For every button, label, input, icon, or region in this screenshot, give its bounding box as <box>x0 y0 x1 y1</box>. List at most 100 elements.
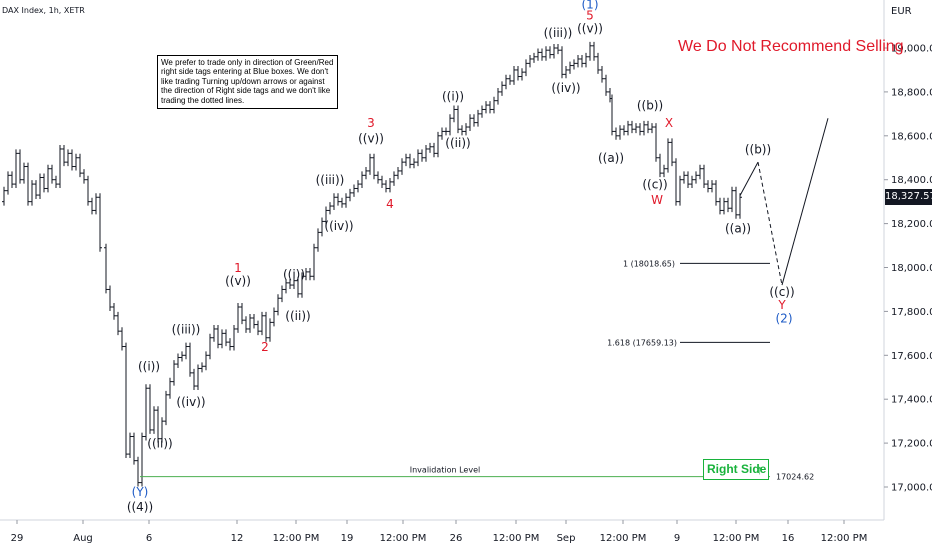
candle <box>46 164 50 193</box>
candle <box>536 48 540 61</box>
x-axis: 29 Aug 6 12 12:00 PM 19 12:00 PM 26 12:00 PM Sep 1… <box>11 520 868 544</box>
candle <box>304 267 308 281</box>
candle <box>90 197 94 215</box>
fib-1618-label: 1.618 (17659.13) <box>607 338 677 347</box>
wave-label: ((a)) <box>725 221 751 235</box>
x-tick-label: Sep <box>557 533 576 544</box>
candle <box>428 142 432 153</box>
candle <box>216 325 220 349</box>
candle <box>296 276 300 298</box>
candle <box>120 327 124 351</box>
candle <box>14 149 18 189</box>
candle <box>500 81 504 96</box>
candle <box>572 59 576 70</box>
candle <box>376 171 380 184</box>
candle <box>604 74 608 96</box>
candle <box>694 171 698 184</box>
candle <box>2 186 6 206</box>
right-side-tag: Right Side ↑ <box>703 459 769 480</box>
candle <box>420 149 424 162</box>
candle <box>212 325 216 342</box>
candle <box>50 164 54 184</box>
projection-c-leg-dotted <box>757 162 783 286</box>
candle <box>288 278 292 290</box>
wave-label: W <box>651 193 663 207</box>
wave-label: ((iv)) <box>176 395 205 409</box>
candle <box>108 285 112 311</box>
candle <box>112 303 116 320</box>
candle <box>284 278 288 294</box>
candle <box>272 307 276 327</box>
wave-label: ((ii)) <box>147 436 172 450</box>
wave-label: ((i)) <box>138 360 160 374</box>
candle <box>618 125 622 140</box>
candle <box>10 171 14 189</box>
candle <box>82 169 86 184</box>
candle <box>74 153 78 171</box>
candle <box>580 55 584 68</box>
candle <box>698 164 702 180</box>
y-tick-label: 17,800.00 <box>891 307 932 318</box>
y-tick-label: 17,000.00 <box>891 483 932 494</box>
candle <box>552 44 556 59</box>
candle <box>200 362 204 373</box>
candle <box>484 101 488 114</box>
candle <box>308 267 312 281</box>
candle <box>476 109 480 127</box>
candle <box>184 342 188 360</box>
candle <box>568 61 572 74</box>
candle <box>356 180 360 193</box>
x-tick-label: 12 <box>231 533 244 544</box>
x-tick-label: 12:00 PM <box>380 533 427 544</box>
candle <box>588 41 592 61</box>
candle <box>248 314 252 333</box>
wave-label: ((c)) <box>769 285 794 299</box>
candle <box>512 65 516 85</box>
candle <box>156 406 160 443</box>
candle <box>364 166 368 180</box>
grid <box>0 0 885 521</box>
candle <box>228 338 232 351</box>
candle <box>416 149 420 167</box>
wave-label: X <box>665 116 673 130</box>
candle <box>148 384 152 434</box>
candle <box>26 162 30 206</box>
chart-title: DAX Index, 1h, XETR <box>2 6 85 15</box>
candle <box>520 68 524 81</box>
candle <box>626 120 630 136</box>
wave-label: ((iv)) <box>551 81 580 95</box>
wave-label: ((iii)) <box>172 322 201 336</box>
candle <box>336 193 340 206</box>
candle <box>738 193 742 219</box>
candle <box>528 55 532 68</box>
candle <box>384 180 388 193</box>
candle <box>670 138 674 167</box>
candle <box>622 125 626 136</box>
candle <box>634 123 638 134</box>
candle <box>508 74 512 85</box>
wave-label: ((v)) <box>225 274 251 288</box>
candle <box>292 276 296 290</box>
candle <box>104 243 108 294</box>
warning-text: We Do Not Recommend Selling <box>678 38 904 55</box>
candle <box>324 206 328 226</box>
candle <box>280 285 284 303</box>
y-tick-label: 18,600.00 <box>891 131 932 142</box>
candle <box>714 180 718 206</box>
candle <box>444 127 448 136</box>
candle <box>496 87 500 105</box>
candle <box>464 123 468 136</box>
wave-label: 5 <box>586 8 594 22</box>
candle <box>380 175 384 189</box>
candle <box>94 193 98 215</box>
candle <box>650 123 654 134</box>
candle <box>404 153 408 167</box>
candle <box>116 311 120 336</box>
x-tick-label: 12:00 PM <box>821 533 868 544</box>
candle <box>316 228 320 252</box>
candle <box>488 101 492 114</box>
candle <box>524 59 528 77</box>
wave-label: 4 <box>386 197 394 211</box>
